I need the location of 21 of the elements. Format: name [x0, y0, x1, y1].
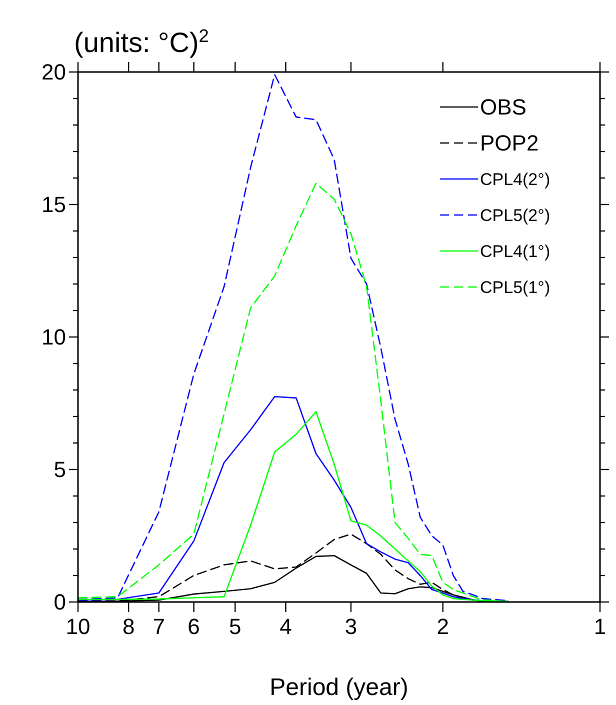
legend-label: OBS [480, 94, 526, 120]
x-tick-label: 8 [122, 614, 135, 639]
x-tick-label: 7 [152, 614, 165, 639]
x-axis-title: Period (year) [270, 674, 408, 701]
legend-label: CPL4(2°) [480, 170, 550, 189]
y-tick-label: 15 [42, 192, 66, 218]
x-tick-label: 4 [280, 614, 292, 639]
legend-label: POP2 [480, 130, 539, 156]
y-tick-label: 0 [54, 590, 66, 615]
x-tick-label: 3 [344, 614, 358, 639]
legend-label: CPL5(2°) [480, 206, 550, 225]
legend-label: CPL4(1°) [480, 242, 550, 261]
x-tick-label: 2 [436, 614, 449, 639]
y-tick-label: 10 [42, 324, 66, 350]
x-tick-label: 1 [594, 614, 606, 639]
legend-label: CPL5(1°) [480, 278, 550, 297]
y-tick-label: 20 [42, 60, 66, 85]
chart-title: (units: °C)$^{2}$ [74, 26, 209, 58]
y-tick-label: 5 [54, 457, 66, 482]
x-tick-label: 5 [229, 614, 242, 639]
x-tick-label: 6 [188, 614, 200, 639]
